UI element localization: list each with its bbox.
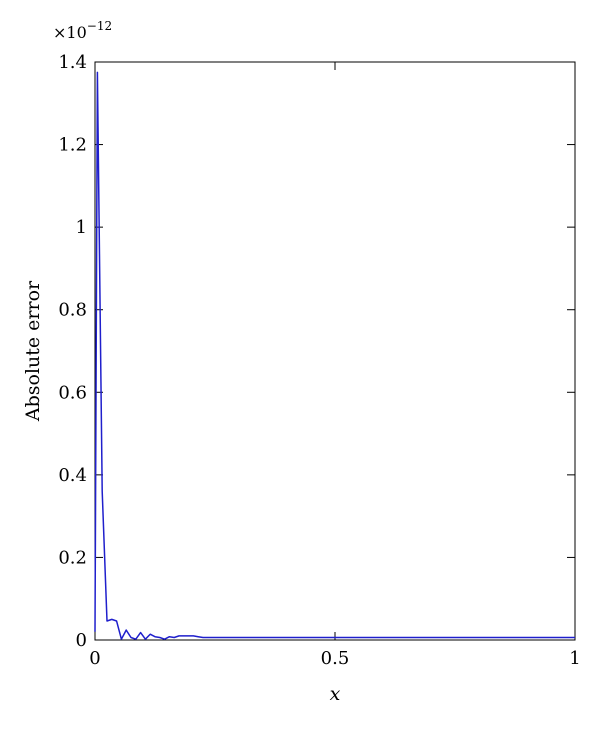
y-axis-ticks: 0 0.2 0.4 0.6 0.8 1 1.2 1.4 (58, 52, 575, 651)
y-tick-label: 0 (76, 630, 87, 651)
y-exponent-power: −12 (87, 19, 112, 33)
x-tick-label: 1 (569, 648, 580, 669)
y-tick-label: 0.2 (58, 547, 87, 568)
plot-area (94, 61, 576, 641)
y-tick-label: 0.4 (58, 465, 87, 486)
y-axis-label: Absolute error (22, 280, 44, 422)
x-tick-label: 0.5 (321, 648, 350, 669)
y-tick-label: 1.4 (58, 52, 87, 73)
x-axis-label: x (330, 683, 341, 705)
y-tick-label: 0.8 (58, 300, 87, 321)
error-series-line (94, 71, 575, 640)
y-tick-label: 1.2 (58, 135, 87, 156)
y-exponent-base: ×10 (53, 23, 87, 42)
y-tick-label: 0.6 (58, 382, 87, 403)
x-tick-label: 0 (89, 648, 100, 669)
y-tick-label: 1 (76, 217, 87, 238)
y-exponent-label: ×10−12 (53, 19, 112, 42)
x-axis-ticks: 0 0.5 1 (89, 62, 581, 669)
